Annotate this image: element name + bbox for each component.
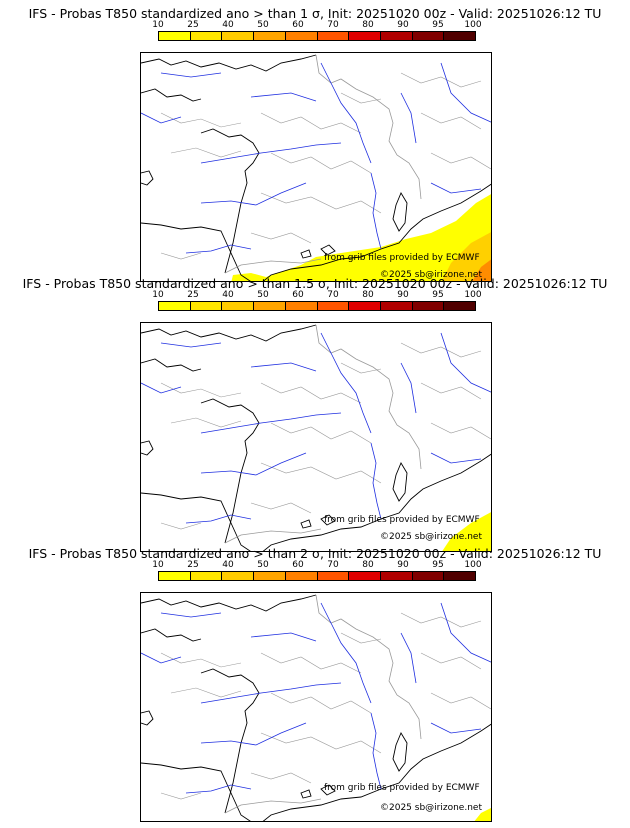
colorbar-swatch (444, 32, 476, 40)
colorbar-tick-label: 50 (257, 290, 269, 300)
colorbar-tick-label: 95 (432, 560, 444, 570)
colorbar-tick-label: 100 (464, 560, 482, 570)
colorbar-tick-label: 40 (222, 290, 234, 300)
colorbar-swatch (380, 32, 413, 40)
map-panel-2: IFS - Probas T850 standardized ano > tha… (0, 276, 630, 552)
colorbar-swatch (444, 572, 476, 580)
colorbar-swatch (159, 32, 191, 40)
colorbar-swatch (159, 302, 191, 310)
colorbar-tick-label: 80 (362, 290, 374, 300)
credit-copyright: ©2025 sb@irizone.net (380, 532, 482, 542)
colorbar-swatch (349, 32, 381, 40)
colorbar-tick-label: 70 (327, 560, 339, 570)
colorbar-swatch (254, 572, 286, 580)
credit-source: from grib files provided by ECMWF (324, 783, 480, 793)
colorbar-swatch (412, 572, 445, 580)
colorbar-tick-label: 40 (222, 560, 234, 570)
colorbar-swatch (190, 302, 223, 310)
colorbar-swatch (222, 302, 255, 310)
colorbar-swatch (412, 302, 445, 310)
map-france (140, 322, 492, 552)
colorbar-swatch (412, 32, 445, 40)
colorbar-tick-label: 70 (327, 20, 339, 30)
colorbar-tick-label: 100 (464, 290, 482, 300)
colorbar-tick-label: 90 (397, 20, 409, 30)
colorbar-tick-label: 60 (292, 290, 304, 300)
colorbar-swatch (285, 32, 318, 40)
colorbar-swatch (190, 572, 223, 580)
credit-source: from grib files provided by ECMWF (324, 515, 480, 525)
colorbar-tick-label: 40 (222, 20, 234, 30)
colorbar-tick-label: 25 (187, 20, 199, 30)
colorbar-tick-label: 60 (292, 560, 304, 570)
colorbar (158, 31, 476, 41)
colorbar-tick-label: 90 (397, 560, 409, 570)
colorbar-tick-label: 100 (464, 20, 482, 30)
colorbar (158, 571, 476, 581)
colorbar-swatch (254, 32, 286, 40)
colorbar-swatch (222, 572, 255, 580)
colorbar-swatch (444, 302, 476, 310)
colorbar-labels: 10 25 40 50 60 70 80 90 95 100 (146, 560, 496, 570)
panel-title: IFS - Probas T850 standardized ano > tha… (28, 6, 602, 21)
colorbar-swatch (349, 302, 381, 310)
colorbar-swatch (317, 302, 350, 310)
colorbar-tick-label: 80 (362, 20, 374, 30)
colorbar-swatch (380, 302, 413, 310)
colorbar-labels: 10 25 40 50 60 70 80 90 95 100 (146, 290, 496, 300)
colorbar-tick-label: 95 (432, 20, 444, 30)
map-panel-1: IFS - Probas T850 standardized ano > tha… (0, 6, 630, 282)
credit-copyright: ©2025 sb@irizone.net (380, 270, 482, 280)
map-france (140, 592, 492, 822)
colorbar-swatch (285, 572, 318, 580)
panel-title: IFS - Probas T850 standardized ano > tha… (22, 276, 608, 291)
map-france (140, 52, 492, 282)
colorbar-swatch (190, 32, 223, 40)
colorbar-tick-label: 80 (362, 560, 374, 570)
colorbar-labels: 10 25 40 50 60 70 80 90 95 100 (146, 20, 496, 30)
colorbar-tick-label: 60 (292, 20, 304, 30)
colorbar-tick-label: 90 (397, 290, 409, 300)
colorbar-swatch (380, 572, 413, 580)
colorbar-tick-label: 10 (152, 560, 164, 570)
colorbar-swatch (349, 572, 381, 580)
credit-source: from grib files provided by ECMWF (324, 253, 480, 263)
colorbar-swatch (285, 302, 318, 310)
colorbar-tick-label: 25 (187, 290, 199, 300)
colorbar-tick-label: 10 (152, 20, 164, 30)
credit-copyright: ©2025 sb@irizone.net (380, 803, 482, 813)
colorbar-swatch (222, 32, 255, 40)
colorbar-swatch (159, 572, 191, 580)
map-panel-3: IFS - Probas T850 standardized ano > tha… (0, 546, 630, 822)
colorbar-swatch (317, 32, 350, 40)
colorbar (158, 301, 476, 311)
colorbar-tick-label: 70 (327, 290, 339, 300)
colorbar-tick-label: 25 (187, 560, 199, 570)
panel-title: IFS - Probas T850 standardized ano > tha… (28, 546, 602, 561)
colorbar-swatch (317, 572, 350, 580)
colorbar-tick-label: 50 (257, 560, 269, 570)
colorbar-tick-label: 95 (432, 290, 444, 300)
colorbar-tick-label: 10 (152, 290, 164, 300)
colorbar-tick-label: 50 (257, 20, 269, 30)
colorbar-swatch (254, 302, 286, 310)
